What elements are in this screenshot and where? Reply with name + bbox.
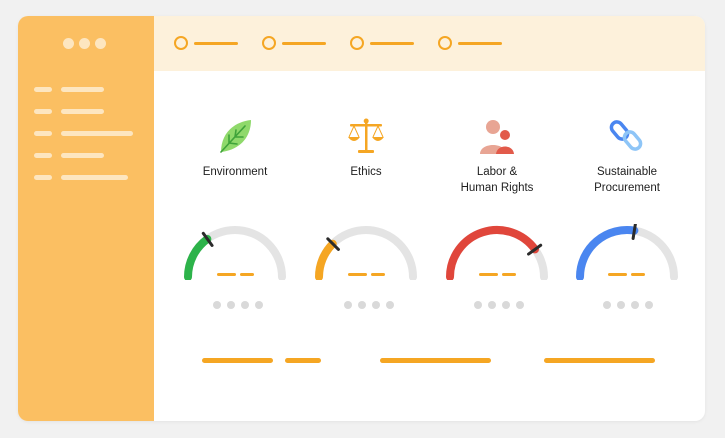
category-label: Labor & Human Rights — [460, 166, 534, 194]
gauge-environment — [184, 226, 286, 280]
gauge-labor-human-rights — [446, 226, 548, 280]
app-window: Environment Ethics Labor & Huma — [18, 16, 705, 421]
step-label-placeholder — [458, 41, 502, 45]
sidebar-item-placeholder — [61, 131, 133, 136]
sidebar-item-1[interactable] — [34, 87, 104, 93]
footer-link-placeholder[interactable] — [544, 358, 655, 363]
sidebar-item-placeholder — [61, 87, 104, 92]
step-label-placeholder — [282, 41, 326, 45]
window-control-dot[interactable] — [95, 38, 106, 49]
pager-dot[interactable] — [213, 301, 221, 309]
nav-bullet-icon — [34, 109, 52, 114]
gauge-fill — [184, 234, 212, 280]
gauge-needle — [631, 224, 637, 240]
sidebar-item-placeholder — [61, 153, 104, 158]
pager-dot[interactable] — [516, 301, 524, 309]
step-circle-icon — [438, 36, 452, 50]
nav-bullet-icon — [34, 87, 52, 92]
scales-icon — [301, 116, 431, 158]
pager-dot[interactable] — [603, 301, 611, 309]
category-label: Environment — [202, 166, 268, 178]
pager-dot[interactable] — [344, 301, 352, 309]
pager-dot[interactable] — [227, 301, 235, 309]
footer-link-placeholder[interactable] — [380, 358, 491, 363]
pager-dot[interactable] — [255, 301, 263, 309]
sidebar-item-4[interactable] — [34, 153, 104, 159]
gauge-ethics — [315, 226, 417, 280]
pager-dot[interactable] — [474, 301, 482, 309]
pager-dot[interactable] — [386, 301, 394, 309]
step-2[interactable] — [262, 36, 326, 50]
step-1[interactable] — [174, 36, 238, 50]
nav-bullet-icon — [34, 153, 52, 158]
category-label: Ethics — [350, 166, 382, 178]
step-circle-icon — [350, 36, 364, 50]
gauge-value-placeholder — [348, 273, 385, 276]
gauge-value-placeholder — [217, 273, 254, 276]
gauge-track — [576, 226, 678, 280]
nav-bullet-icon — [34, 131, 52, 136]
window-controls — [63, 38, 106, 49]
sidebar-item-5[interactable] — [34, 175, 128, 181]
sidebar-item-placeholder — [61, 109, 104, 114]
window-control-dot[interactable] — [79, 38, 90, 49]
footer-link-placeholder[interactable] — [202, 358, 273, 363]
gauge-fill — [315, 239, 337, 280]
gauge-needle — [201, 231, 214, 247]
category-label: Sustainable Procurement — [594, 166, 660, 194]
step-circle-icon — [174, 36, 188, 50]
pager-dot[interactable] — [488, 301, 496, 309]
stepper-bar — [154, 16, 705, 71]
leaf-icon — [170, 116, 300, 158]
pager-dot[interactable] — [617, 301, 625, 309]
chain-link-icon — [562, 116, 692, 158]
step-4[interactable] — [438, 36, 502, 50]
gauge-fill — [446, 226, 540, 280]
pager-dot[interactable] — [358, 301, 366, 309]
pager-dots — [344, 301, 394, 309]
gauge-needle — [527, 243, 543, 256]
pager-dots — [474, 301, 524, 309]
sidebar — [18, 16, 154, 421]
gauge-value-placeholder — [479, 273, 516, 276]
gauge-fill — [576, 226, 639, 280]
window-control-dot[interactable] — [63, 38, 74, 49]
step-label-placeholder — [194, 41, 238, 45]
gauge-needle — [326, 237, 340, 251]
nav-bullet-icon — [34, 175, 52, 180]
footer-link-placeholder[interactable] — [285, 358, 321, 363]
sidebar-item-3[interactable] — [34, 131, 133, 137]
step-label-placeholder — [370, 41, 414, 45]
pager-dot[interactable] — [645, 301, 653, 309]
gauge-track — [315, 226, 417, 280]
pager-dot[interactable] — [502, 301, 510, 309]
sidebar-item-2[interactable] — [34, 109, 104, 115]
pager-dot[interactable] — [631, 301, 639, 309]
people-icon — [432, 116, 562, 158]
gauge-track — [184, 226, 286, 280]
pager-dot[interactable] — [372, 301, 380, 309]
step-3[interactable] — [350, 36, 414, 50]
gauge-value-placeholder — [608, 273, 645, 276]
pager-dot[interactable] — [241, 301, 249, 309]
pager-dots — [213, 301, 263, 309]
step-circle-icon — [262, 36, 276, 50]
gauge-sustainable-procurement — [576, 224, 678, 280]
pager-dots — [603, 301, 653, 309]
sidebar-item-placeholder — [61, 175, 128, 180]
